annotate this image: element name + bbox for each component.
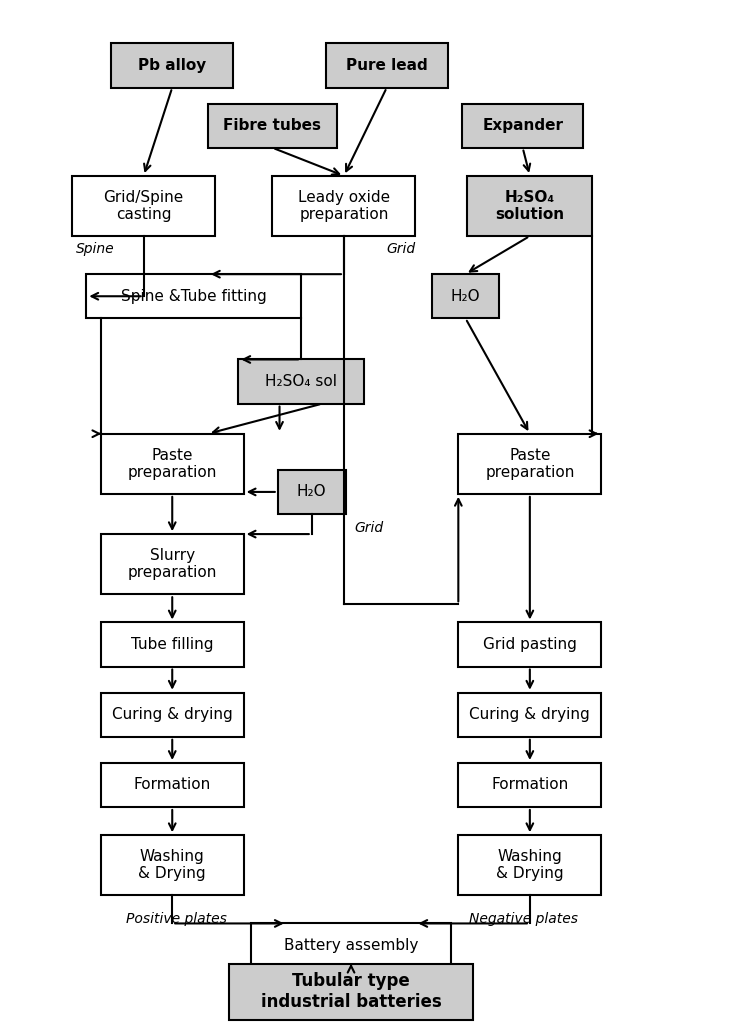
FancyBboxPatch shape — [101, 763, 244, 807]
Text: Battery assembly: Battery assembly — [284, 938, 418, 953]
FancyBboxPatch shape — [101, 836, 244, 895]
Text: Spine: Spine — [76, 242, 114, 256]
FancyBboxPatch shape — [458, 692, 601, 737]
Text: Pure lead: Pure lead — [346, 58, 428, 73]
FancyBboxPatch shape — [273, 176, 416, 237]
Text: Washing
& Drying: Washing & Drying — [139, 849, 206, 882]
FancyBboxPatch shape — [462, 103, 583, 147]
Text: Slurry
preparation: Slurry preparation — [127, 548, 217, 581]
Text: H₂O: H₂O — [297, 484, 326, 500]
FancyBboxPatch shape — [229, 964, 472, 1020]
Text: Fibre tubes: Fibre tubes — [224, 118, 321, 133]
Text: Curing & drying: Curing & drying — [469, 708, 590, 722]
FancyBboxPatch shape — [101, 434, 244, 494]
FancyBboxPatch shape — [101, 623, 244, 667]
FancyBboxPatch shape — [112, 43, 233, 87]
Text: Leady oxide
preparation: Leady oxide preparation — [298, 189, 390, 222]
Text: Pb alloy: Pb alloy — [138, 58, 206, 73]
Text: Formation: Formation — [491, 777, 568, 793]
FancyBboxPatch shape — [431, 274, 499, 318]
Text: Paste
preparation: Paste preparation — [127, 447, 217, 480]
Text: Negative plates: Negative plates — [469, 912, 578, 927]
Text: Tubular type
industrial batteries: Tubular type industrial batteries — [261, 972, 442, 1011]
FancyBboxPatch shape — [278, 470, 346, 514]
FancyBboxPatch shape — [458, 623, 601, 667]
Text: Washing
& Drying: Washing & Drying — [496, 849, 564, 882]
FancyBboxPatch shape — [458, 434, 601, 494]
FancyBboxPatch shape — [86, 274, 301, 318]
Text: Tube filling: Tube filling — [131, 637, 214, 652]
FancyBboxPatch shape — [458, 763, 601, 807]
FancyBboxPatch shape — [101, 535, 244, 594]
FancyBboxPatch shape — [101, 692, 244, 737]
Text: H₂O: H₂O — [451, 289, 481, 304]
Text: Paste
preparation: Paste preparation — [485, 447, 574, 480]
Text: Expander: Expander — [482, 118, 563, 133]
Text: Grid pasting: Grid pasting — [483, 637, 577, 652]
FancyBboxPatch shape — [238, 359, 364, 403]
FancyBboxPatch shape — [251, 924, 451, 968]
Text: Grid: Grid — [387, 242, 416, 256]
Text: Grid/Spine
casting: Grid/Spine casting — [104, 189, 184, 222]
FancyBboxPatch shape — [458, 836, 601, 895]
Text: H₂SO₄
solution: H₂SO₄ solution — [495, 189, 565, 222]
Text: H₂SO₄ sol: H₂SO₄ sol — [265, 374, 337, 389]
Text: Positive plates: Positive plates — [126, 912, 226, 927]
Text: Formation: Formation — [133, 777, 211, 793]
Text: Spine &Tube fitting: Spine &Tube fitting — [121, 289, 267, 304]
FancyBboxPatch shape — [72, 176, 215, 237]
FancyBboxPatch shape — [208, 103, 337, 147]
Text: Curing & drying: Curing & drying — [112, 708, 232, 722]
Text: Grid: Grid — [355, 521, 384, 536]
FancyBboxPatch shape — [326, 43, 448, 87]
FancyBboxPatch shape — [467, 176, 592, 237]
